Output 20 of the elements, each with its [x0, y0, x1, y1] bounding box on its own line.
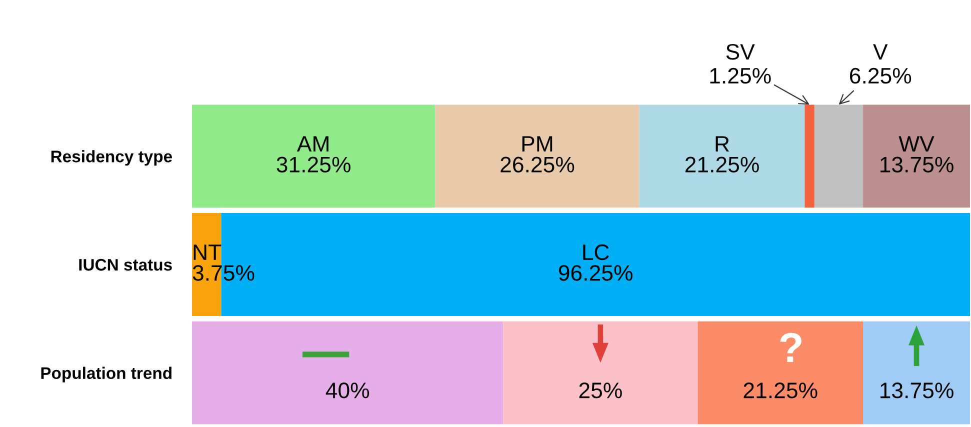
series-label: PM: [522, 136, 552, 152]
data-label: 21.25%: [685, 156, 759, 172]
annotation: ?: [780, 332, 802, 362]
series-label: LC: [583, 244, 609, 260]
data-label: 25%: [579, 382, 622, 398]
series-label: AM: [296, 136, 328, 152]
data-label: 96.25%: [558, 265, 632, 281]
text: SV 1.25%: [710, 44, 771, 84]
y-tick-label: IUCN status: [79, 258, 172, 271]
series-label: R: [716, 136, 730, 152]
data-label: 40%: [326, 382, 370, 398]
data-label: 13.75%: [880, 382, 954, 398]
text: V 6.25%: [850, 44, 912, 84]
y-tick-label: Residency type: [51, 150, 172, 166]
data-label: 31.25%: [276, 156, 350, 172]
data-label: 21.25%: [744, 382, 818, 398]
y-tick-label: Population trend: [41, 366, 172, 382]
data-label: 13.75%: [880, 156, 954, 172]
series-label: WV: [898, 136, 934, 152]
data-label: 26.25%: [500, 156, 574, 172]
